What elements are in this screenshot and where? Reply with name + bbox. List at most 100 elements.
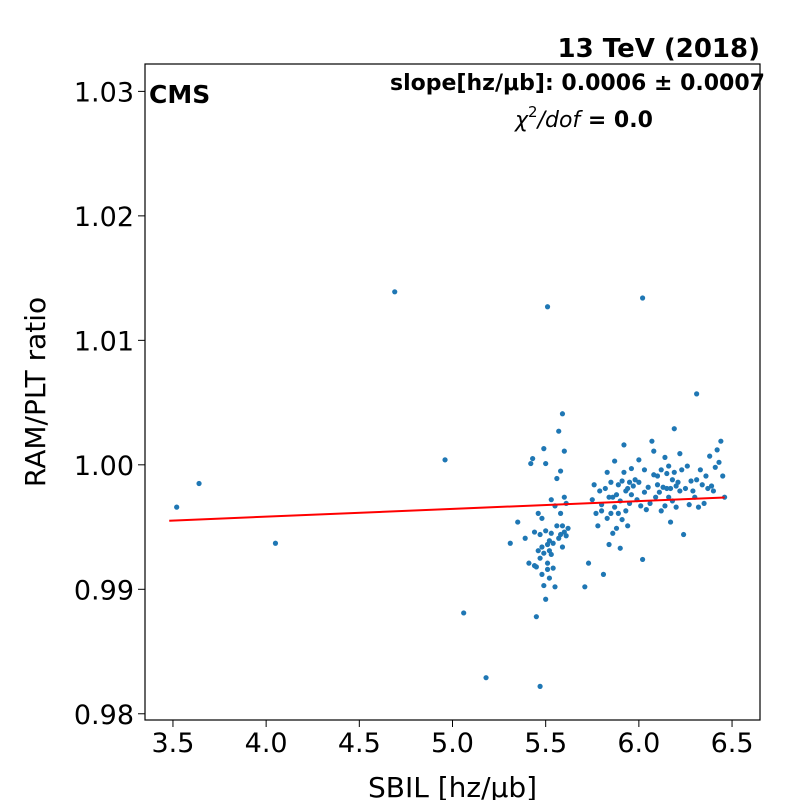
data-point [615, 482, 621, 488]
y-tick-label: 1.02 [74, 202, 134, 233]
data-point [628, 465, 635, 472]
data-point [604, 469, 610, 475]
data-point [597, 488, 603, 494]
data-point [591, 482, 597, 488]
data-point [626, 479, 633, 485]
data-point [535, 548, 541, 554]
data-point [649, 438, 655, 444]
data-point [658, 467, 664, 473]
data-point [610, 530, 616, 536]
x-axis-label: SBIL [hz/μb] [368, 771, 537, 800]
data-point [718, 438, 724, 444]
y-axis-ticks: 0.98 0.99 1.00 1.01 1.02 1.03 [74, 77, 145, 731]
data-point [196, 480, 202, 487]
data-point [515, 519, 521, 525]
data-point [531, 529, 538, 535]
data-point [636, 479, 642, 485]
data-point [628, 492, 635, 498]
chart-title: 13 TeV (2018) [558, 34, 760, 64]
data-point [613, 525, 620, 531]
data-point [535, 510, 541, 516]
data-point [559, 544, 566, 550]
data-point [694, 477, 700, 483]
data-point [537, 555, 543, 561]
data-point [556, 428, 562, 434]
data-point [677, 451, 683, 457]
data-point [680, 531, 687, 538]
data-point [651, 448, 657, 454]
data-point [606, 494, 612, 500]
data-point [595, 523, 601, 529]
chi2-annotation: χ2/dof = 0.0 [514, 103, 653, 133]
data-point [675, 479, 681, 485]
data-point [557, 531, 564, 538]
data-point [682, 485, 689, 492]
data-point [639, 556, 646, 563]
data-point [539, 515, 545, 521]
fit-line [169, 496, 725, 522]
data-point [671, 469, 677, 475]
data-point [608, 510, 614, 516]
data-point [550, 565, 556, 571]
data-point [645, 484, 651, 490]
data-point [541, 550, 547, 556]
data-point [667, 519, 674, 525]
data-point [585, 560, 592, 566]
data-point [639, 295, 646, 301]
data-point [522, 535, 528, 541]
scatter-points [174, 289, 728, 689]
data-point [664, 470, 670, 477]
y-axis-label: RAM/PLT ratio [19, 297, 52, 487]
data-point [544, 566, 551, 572]
data-point [608, 479, 614, 485]
data-point [673, 504, 679, 510]
data-point [677, 488, 683, 494]
data-point [703, 473, 709, 479]
data-point [625, 523, 631, 529]
data-point [606, 541, 612, 548]
data-point [701, 500, 707, 507]
data-point [543, 596, 549, 602]
chi2-superscript: 2 [528, 103, 538, 121]
data-point [533, 564, 539, 570]
x-tick-label: 5.5 [524, 728, 567, 759]
data-point [666, 463, 672, 469]
data-point [543, 460, 549, 467]
data-point [612, 504, 618, 510]
data-point [563, 533, 569, 539]
data-point [641, 467, 648, 473]
data-point [699, 482, 705, 488]
data-point [546, 538, 553, 544]
data-point [174, 504, 180, 510]
fit-line-group [169, 496, 725, 522]
data-point [539, 571, 545, 577]
data-point [619, 478, 625, 484]
data-point [662, 503, 668, 509]
data-point [656, 489, 662, 495]
data-point [528, 460, 534, 467]
data-point [541, 582, 547, 589]
data-point [600, 571, 607, 577]
x-axis-ticks: 3.5 4.0 4.5 5.0 5.5 6.0 6.5 [151, 720, 754, 759]
y-tick-label: 1.03 [74, 77, 134, 108]
data-point [654, 473, 661, 479]
data-point [610, 494, 616, 500]
data-point [612, 458, 618, 464]
data-point [621, 442, 627, 448]
data-point [598, 508, 605, 514]
data-point [690, 488, 696, 494]
data-point [554, 475, 560, 482]
data-point [647, 500, 653, 507]
data-point [442, 457, 448, 463]
data-point [621, 469, 627, 475]
data-point [694, 391, 700, 397]
x-tick-label: 4.5 [338, 728, 381, 759]
data-point [716, 459, 722, 465]
data-point [686, 502, 692, 508]
data-point [662, 454, 668, 460]
x-tick-label: 6.5 [711, 728, 754, 759]
data-point [546, 548, 553, 554]
data-point [272, 540, 279, 546]
chi2-dof: /dof [536, 108, 584, 133]
